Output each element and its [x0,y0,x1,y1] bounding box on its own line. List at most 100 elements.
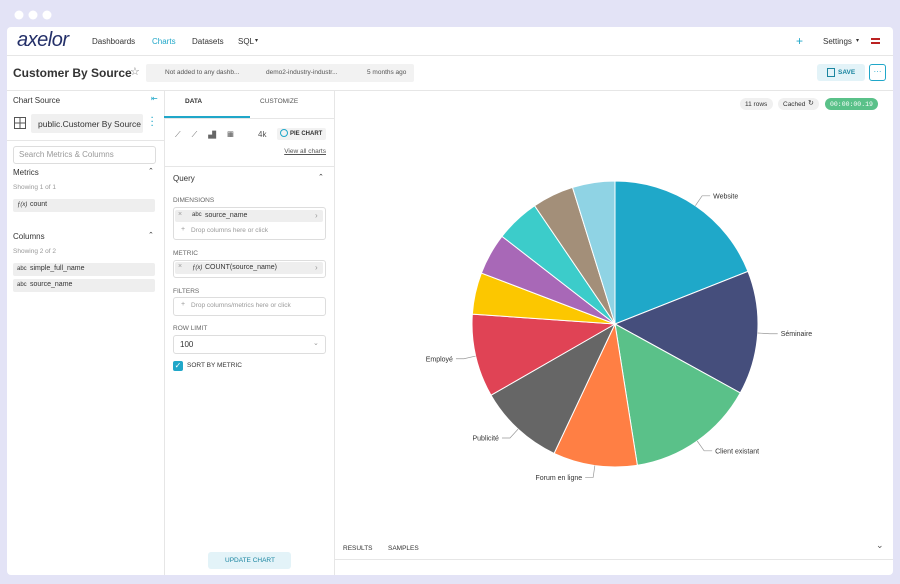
chip-arrow[interactable]: › [315,211,318,220]
dataset-name[interactable]: public.Customer By Source [38,119,141,129]
dataset-box[interactable] [31,114,143,133]
chevron[interactable]: ⌃ [148,168,154,175]
tab[interactable]: CUSTOMIZE [260,98,299,105]
dimension-chip[interactable] [175,210,323,222]
search-placeholder[interactable]: Search Metrics & Columns [19,150,114,159]
control-label: DIMENSIONS [173,197,215,204]
update-label[interactable]: UPDATE CHART [225,557,275,564]
row-count: 11 rows [745,101,768,108]
rows-pill [740,98,773,110]
drop-zone[interactable]: Drop columns/metrics here or click [191,302,291,309]
table-icon [14,117,26,129]
control-label: METRIC [173,250,198,257]
search-input[interactable] [13,146,156,164]
leader-line [585,465,596,478]
row-limit-select[interactable] [173,335,326,354]
type-icon: abc [192,212,202,218]
column-item[interactable] [13,263,155,276]
pie-icon [280,129,288,137]
slice-label: Client existant [715,448,759,455]
nav-item[interactable]: Dashboards [92,37,136,46]
nav-item[interactable]: Datasets [192,37,224,46]
checkbox[interactable]: ✓ [173,361,183,371]
drop-zone[interactable]: Drop columns here or click [191,227,268,234]
metric-chip[interactable] [175,262,323,274]
add-button[interactable]: + [796,34,804,48]
favorite-star[interactable]: ☆ [130,66,140,78]
chart-title[interactable]: Customer By Source [13,66,132,80]
control-label: ROW LIMIT [173,325,208,332]
divider [334,91,335,575]
viz-type[interactable]: PIE CHART [290,131,323,137]
metric-value[interactable]: COUNT(source_name) [205,264,277,271]
timer: 00:00:00.19 [830,101,873,108]
section-heading[interactable]: Metrics [13,168,39,177]
leader-line [696,440,713,452]
pie-slice [613,270,759,394]
pie-slice [553,322,638,468]
cached-pill[interactable] [778,98,819,110]
collapse-button[interactable]: ⇤ [151,94,158,103]
viz-icons[interactable]: ⟋⟋▟▦ [175,130,245,139]
slice-label: Employé [426,356,453,363]
column-name[interactable]: simple_full_name [30,265,85,272]
pie-slice [471,313,617,396]
result-tab[interactable]: SAMPLES [388,545,419,552]
remove-icon[interactable]: × [178,263,183,270]
divider [164,118,334,119]
dashboard-meta: Not added to any dashb... [165,69,240,76]
nav-item[interactable]: Charts [152,37,176,46]
leader-line [695,195,711,206]
chevron[interactable]: ⌃ [148,232,154,239]
slice-label: Publicité [472,435,499,442]
leader-line [757,332,778,335]
leader-line [455,355,476,360]
cached-label[interactable]: Cached [783,101,806,108]
divider [164,91,165,575]
dataset-menu[interactable]: · · · [151,113,154,130]
update-button[interactable] [208,552,291,569]
checkbox-label[interactable]: SORT BY METRIC [187,362,242,369]
language-flag[interactable] [871,38,880,44]
type-icon: abc [17,282,27,288]
settings-menu[interactable]: Settings [823,37,852,46]
result-tab[interactable]: RESULTS [343,545,373,552]
expand-chevron[interactable]: ⌄ [876,540,884,550]
chevron[interactable]: ⌃ [318,174,324,181]
type-icon: abc [17,266,27,272]
metric-name[interactable]: count [30,201,48,208]
more-button[interactable]: ··· [869,64,886,81]
leader-line [501,428,519,439]
modified-meta: 5 months ago [367,69,407,76]
control-label: FILTERS [173,288,200,295]
remove-icon[interactable]: × [178,211,183,218]
view-all-link[interactable]: View all charts [284,148,326,155]
metadata-bar [146,64,414,82]
select-arrow[interactable]: ⌄ [313,340,319,347]
tab[interactable]: DATA [185,98,203,105]
row-limit-value[interactable]: 100 [180,340,194,349]
column-item[interactable] [13,279,155,292]
chip-arrow[interactable]: › [315,263,318,272]
viz-selected[interactable] [277,128,326,140]
drop-icon: + [181,301,186,308]
window-dots [14,10,54,22]
type-icon: ƒ(x) [17,202,28,208]
refresh-icon[interactable]: ↻ [808,100,814,107]
pie-slice [571,180,616,325]
nav-item[interactable]: SQL [238,37,255,46]
divider [164,166,334,167]
viz-4k[interactable]: 4k [258,130,267,139]
save-label[interactable]: SAVE [838,69,856,76]
column-name[interactable]: source_name [30,281,73,288]
logo[interactable]: axelor [17,29,69,51]
section-heading[interactable]: Query [173,174,195,183]
pie-chart: Website Séminaire Client existant Forum en … [426,180,812,482]
metric-item[interactable] [13,199,155,212]
filter-box[interactable] [173,297,326,316]
dimension-value[interactable]: source_name [205,212,248,219]
panel-heading: Chart Source [13,96,61,105]
slice-label: Forum en ligne [535,475,582,482]
section-heading[interactable]: Columns [13,232,45,241]
